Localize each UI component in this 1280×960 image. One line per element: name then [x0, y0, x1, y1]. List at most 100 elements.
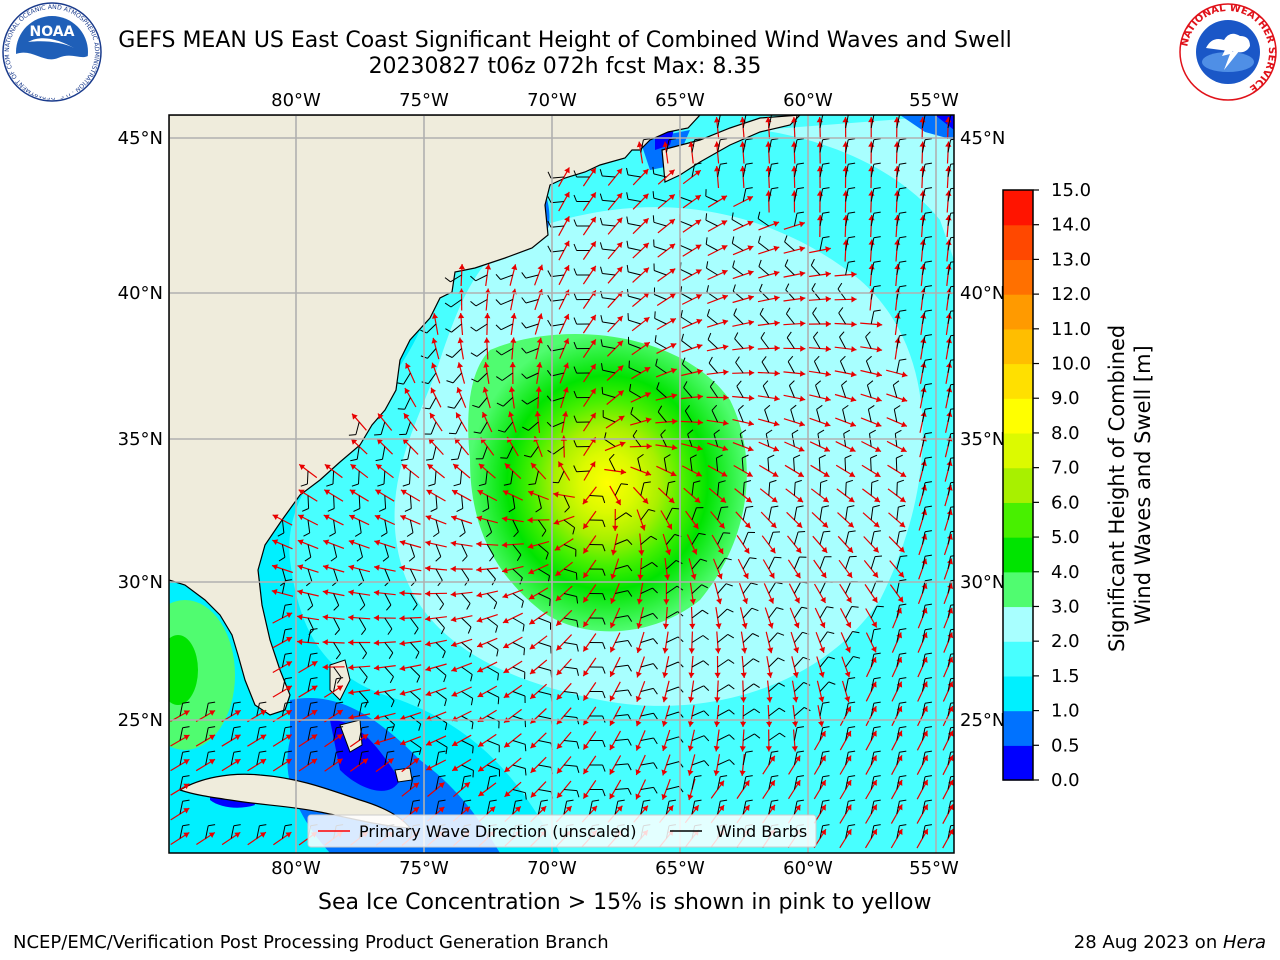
wind-barb-feather: [924, 285, 932, 288]
wind-barb: [896, 752, 900, 766]
wave-direction-head: [688, 141, 695, 147]
wave-direction-head: [413, 807, 419, 813]
wind-barb: [768, 115, 772, 129]
wave-direction-head: [846, 571, 853, 578]
footer-credit: NCEP/EMC/Verification Post Processing Pr…: [13, 932, 609, 953]
wave-direction-head: [766, 721, 773, 727]
wind-barb: [512, 764, 526, 769]
wind-barb: [179, 703, 184, 717]
wave-direction-head: [875, 446, 881, 452]
wind-barb-feather: [443, 675, 447, 683]
wind-barb: [896, 237, 900, 251]
wind-barb: [475, 274, 488, 282]
wind-barb: [794, 631, 803, 643]
wind-barb: [459, 470, 463, 484]
wind-barb: [602, 297, 616, 300]
wind-barb-feather: [848, 750, 856, 753]
wind-barb: [921, 678, 926, 692]
wind-barb: [380, 421, 386, 435]
wind-barb: [426, 323, 437, 334]
wind-barb-feather: [378, 508, 386, 512]
wave-direction-head: [450, 565, 456, 572]
wind-barb-feather: [626, 167, 629, 176]
wave-direction-head: [874, 496, 880, 503]
colorbar-swatch: [1003, 675, 1033, 712]
wind-barb: [947, 409, 952, 423]
wave-direction-head: [348, 589, 354, 596]
wave-direction-head: [825, 296, 831, 303]
wind-barb: [947, 507, 952, 521]
wind-barb: [563, 495, 570, 508]
wave-direction-head: [348, 539, 355, 546]
wave-direction-head: [348, 664, 354, 671]
wind-barb-feather: [950, 726, 954, 729]
wave-direction-head: [425, 515, 432, 521]
wave-direction-head: [583, 670, 589, 677]
wave-direction-head: [530, 767, 537, 773]
wind-barb: [845, 237, 849, 251]
wave-direction-head: [425, 640, 431, 647]
wind-barb-feather: [601, 386, 604, 394]
wind-barb: [742, 139, 747, 153]
wind-barb: [921, 482, 926, 496]
wind-barb-feather: [703, 685, 710, 691]
wind-barb-feather: [924, 407, 932, 410]
wind-barb-feather: [795, 479, 802, 483]
lat-label: 45°N: [118, 128, 163, 149]
wind-barb: [281, 825, 286, 839]
wind-barb-feather: [838, 307, 844, 314]
wind-barb-feather: [899, 334, 907, 337]
wind-barb: [628, 271, 641, 276]
wind-barb: [403, 372, 411, 385]
wave-direction-head: [742, 598, 749, 604]
wind-barb-feather: [706, 309, 710, 317]
wave-direction-head: [723, 369, 729, 376]
wind-barb: [794, 707, 805, 717]
wave-direction-head: [824, 446, 830, 452]
colorbar-tick-label: 10.0: [1051, 354, 1091, 375]
wind-barb-feather: [758, 259, 762, 267]
wave-direction-head: [643, 317, 650, 323]
wind-barb: [455, 421, 463, 434]
wind-barb-feather: [572, 527, 576, 535]
wind-barb-feather: [333, 605, 340, 611]
wind-barb-feather: [442, 651, 446, 659]
wave-direction-head: [425, 590, 431, 597]
wind-barb-feather: [950, 187, 954, 190]
wind-barb: [528, 421, 539, 431]
wind-barb: [307, 519, 311, 533]
wind-barb-feather: [786, 331, 792, 338]
wind-barb: [785, 289, 795, 300]
wind-barb: [384, 691, 395, 701]
wind-barb-feather: [354, 532, 362, 537]
wave-direction-head: [582, 498, 589, 505]
colorbar-tick-label: 8.0: [1051, 423, 1080, 444]
wind-barb: [845, 678, 849, 692]
wave-direction-head: [672, 418, 678, 425]
wave-direction-head: [504, 463, 511, 470]
wave-direction-head: [589, 461, 596, 468]
wave-direction-head: [583, 694, 589, 701]
wind-barb-feather: [851, 606, 859, 608]
wind-barb: [947, 531, 952, 545]
wind-barb: [256, 752, 260, 766]
wave-direction-head: [553, 519, 560, 525]
wind-barb: [921, 825, 926, 839]
wind-barb: [563, 764, 577, 767]
wind-barb-feather: [464, 799, 472, 802]
wave-direction-head: [898, 571, 904, 578]
wave-direction-head: [430, 387, 437, 394]
wind-barb-feather: [839, 331, 845, 338]
wind-barb-feather: [408, 556, 415, 562]
wave-direction-head: [590, 216, 596, 223]
wind-barb: [757, 218, 770, 227]
wind-barb: [485, 470, 488, 484]
wind-barb-feather: [278, 556, 286, 562]
wave-direction-head: [438, 806, 445, 813]
wave-direction-head: [311, 734, 318, 740]
wind-barb-feather: [899, 652, 907, 655]
lat-label: 25°N: [960, 710, 1005, 731]
wind-barb-feather: [924, 432, 932, 435]
wind-barb-feather: [924, 530, 932, 533]
wave-direction-head: [528, 490, 534, 497]
